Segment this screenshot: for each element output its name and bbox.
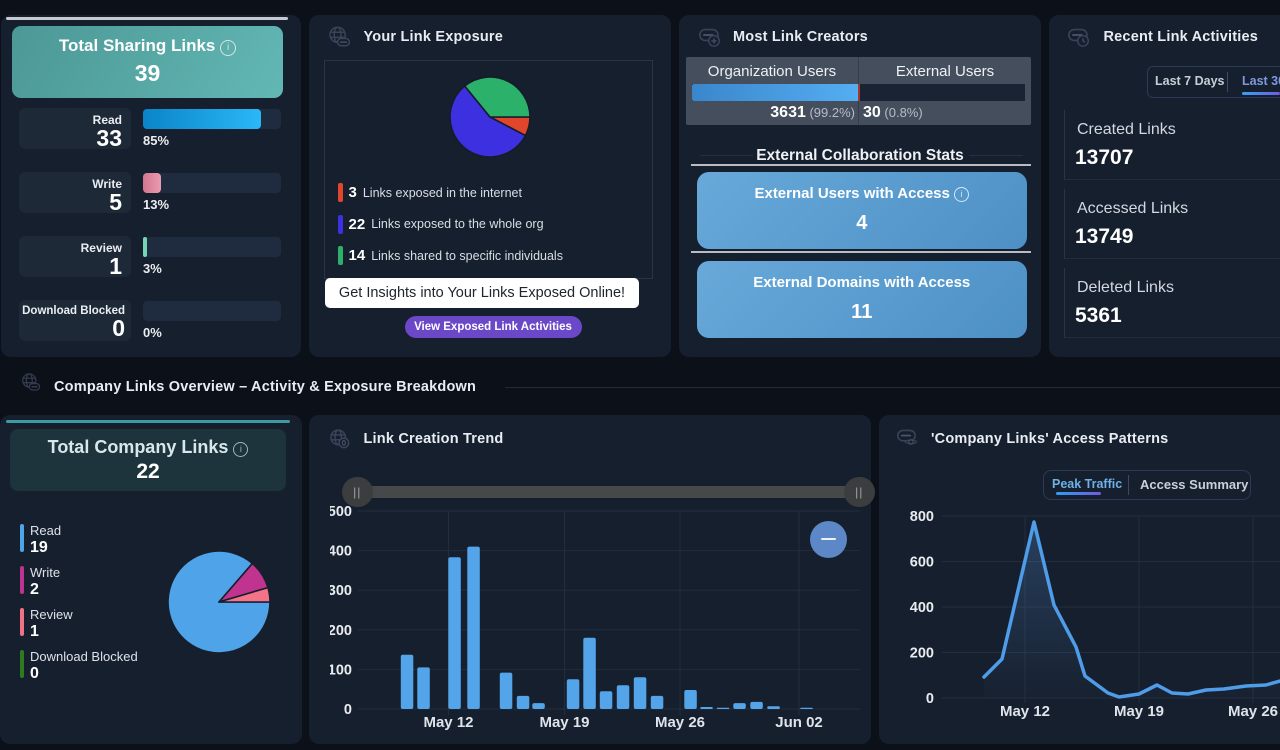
svg-text:800: 800 xyxy=(910,509,934,525)
svg-text:200: 200 xyxy=(330,623,352,639)
svg-text:May 19: May 19 xyxy=(539,714,589,731)
svg-text:0: 0 xyxy=(926,691,934,707)
svg-text:600: 600 xyxy=(910,555,934,571)
svg-text:Jun 02: Jun 02 xyxy=(775,714,823,731)
svg-text:0: 0 xyxy=(344,702,352,718)
svg-text:May 26: May 26 xyxy=(1228,703,1278,720)
svg-text:400: 400 xyxy=(910,600,934,616)
svg-text:100: 100 xyxy=(330,662,352,678)
svg-text:400: 400 xyxy=(330,544,352,560)
svg-text:May 26: May 26 xyxy=(655,714,705,731)
svg-text:500: 500 xyxy=(330,505,352,520)
svg-text:May 12: May 12 xyxy=(423,714,473,731)
svg-text:May 19: May 19 xyxy=(1114,703,1164,720)
svg-text:300: 300 xyxy=(330,583,352,599)
svg-text:May 12: May 12 xyxy=(1000,703,1050,720)
svg-text:200: 200 xyxy=(910,646,934,662)
